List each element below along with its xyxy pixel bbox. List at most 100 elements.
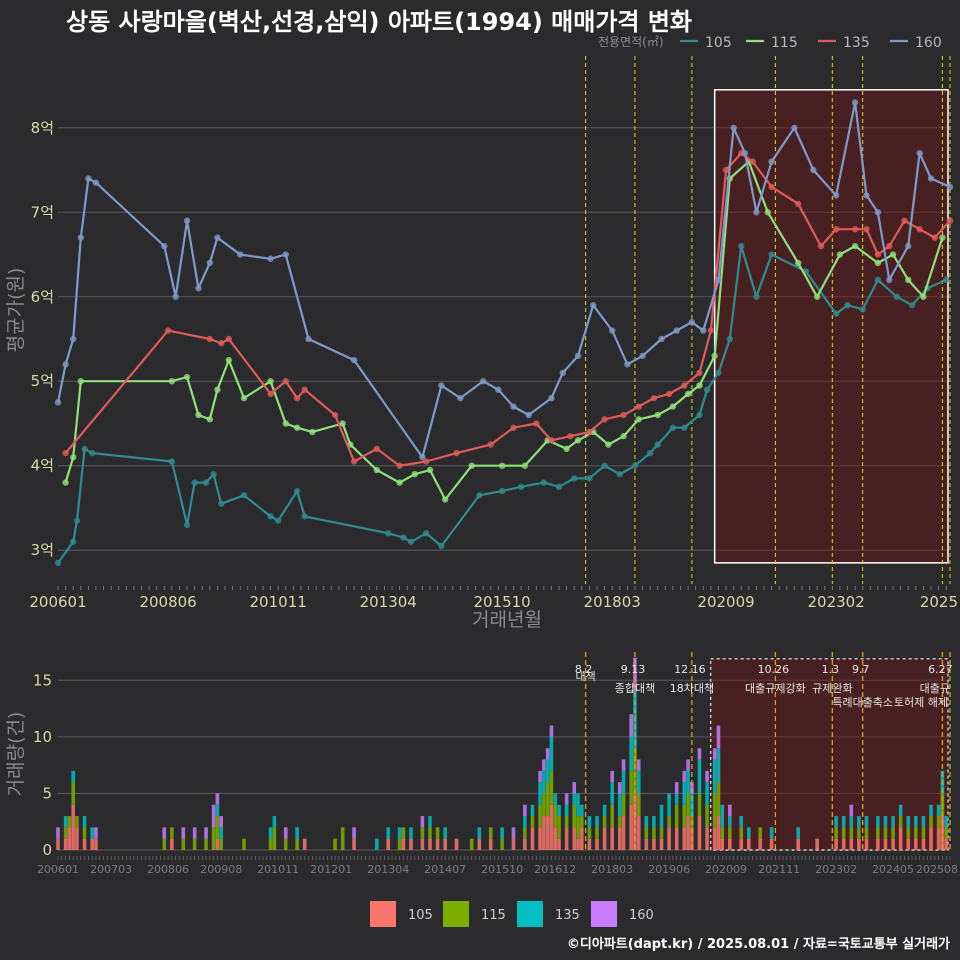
volume-bar-115 xyxy=(921,827,926,839)
data-point-160 xyxy=(851,99,859,106)
data-point-135 xyxy=(863,225,870,233)
volume-bar-135 xyxy=(443,827,447,839)
volume-bar-135 xyxy=(857,816,861,828)
data-point-115 xyxy=(373,466,381,474)
volume-bar-115 xyxy=(428,827,432,839)
data-point-135 xyxy=(206,335,214,343)
data-point-105 xyxy=(168,458,176,465)
volume-bar-115 xyxy=(633,748,637,794)
volume-bar-115 xyxy=(500,838,504,850)
volume-bar-135 xyxy=(553,793,558,805)
data-point-105 xyxy=(73,517,81,524)
volume-bar-135 xyxy=(712,759,717,794)
volume-bar-135 xyxy=(545,759,550,783)
volume-bar-105 xyxy=(538,827,542,850)
price-y-tick-label: 5억 xyxy=(31,372,54,390)
volume-bar-160 xyxy=(549,725,554,737)
data-point-135 xyxy=(851,225,859,233)
volume-bar-105 xyxy=(386,838,391,850)
data-point-160 xyxy=(206,259,214,267)
credit-text: ©디아파트(dapt.kr) / 2025.08.01 / 자료=국토교통부 실… xyxy=(567,936,950,952)
volume-bar-105 xyxy=(629,804,633,850)
data-point-160 xyxy=(927,175,935,182)
volume-bar-160 xyxy=(629,714,633,737)
data-point-115 xyxy=(711,352,718,360)
event-label: 토허제 해제 xyxy=(894,695,948,709)
volume-panel: 0 5 10 15 8.2대책 9.13 종합대책 12.16 18차대책 10.26 대출규제강화… xyxy=(33,652,958,876)
volume-bar-135 xyxy=(564,804,569,817)
data-point-115 xyxy=(183,373,191,381)
price-y-axis-title: 평균가(원) xyxy=(5,268,27,353)
volume-bar-115 xyxy=(530,816,535,828)
data-point-160 xyxy=(608,327,616,334)
volume-bar-105 xyxy=(936,827,941,850)
volume-bar-105 xyxy=(682,827,687,850)
volume-x-tick-label: 200908 xyxy=(200,863,242,876)
price-x-tick-label: 201510 xyxy=(473,593,530,611)
volume-bar-160 xyxy=(716,725,721,749)
data-point-160 xyxy=(510,403,517,410)
volume-x-tick-label: 201510 xyxy=(481,863,523,876)
data-point-105 xyxy=(768,251,775,258)
volume-bar-160 xyxy=(538,770,542,783)
volume-bar-160 xyxy=(712,748,717,760)
data-point-160 xyxy=(863,192,870,199)
volume-bar-105 xyxy=(557,838,561,850)
volume-bar-160 xyxy=(162,827,167,839)
data-point-105 xyxy=(240,492,248,499)
volume-bar-115 xyxy=(82,827,87,839)
volume-bar-135 xyxy=(63,816,68,828)
volume-x-tick-label: 202508 xyxy=(916,863,958,876)
data-point-160 xyxy=(350,356,358,364)
data-point-115 xyxy=(293,424,301,431)
volume-bar-135 xyxy=(610,782,614,805)
volume-x-tick-label: 201011 xyxy=(257,863,299,876)
volume-bar-160 xyxy=(572,782,577,794)
volume-bar-135 xyxy=(697,759,702,794)
data-point-135 xyxy=(62,449,69,457)
data-point-115 xyxy=(851,242,859,250)
data-point-160 xyxy=(741,149,749,157)
volume-bar-160 xyxy=(682,770,687,783)
volume-bar-105 xyxy=(580,827,584,850)
volume-bar-105 xyxy=(876,838,880,850)
volume-bar-105 xyxy=(728,838,732,850)
volume-bar-115 xyxy=(469,838,474,850)
volume-bar-115 xyxy=(192,838,197,850)
volume-bar-135 xyxy=(739,816,744,828)
volume-bar-105 xyxy=(857,838,861,850)
price-y-tick-label: 8억 xyxy=(31,119,54,137)
volume-bar-135 xyxy=(71,770,75,783)
volume-bar-135 xyxy=(215,804,220,817)
data-point-160 xyxy=(282,251,289,258)
volume-bar-105 xyxy=(758,838,763,850)
volume-bar-115 xyxy=(580,816,584,828)
data-point-115 xyxy=(939,234,946,241)
data-point-105 xyxy=(874,276,882,284)
volume-bar-135 xyxy=(659,804,664,828)
volume-bar-160 xyxy=(283,827,288,839)
volume-bar-105 xyxy=(621,816,626,850)
volume-x-tick-label: 202009 xyxy=(705,863,747,876)
legend-label-160: 160 xyxy=(915,35,942,51)
data-point-160 xyxy=(810,166,817,174)
volume-bar-115 xyxy=(564,816,569,828)
volume-bar-135 xyxy=(914,816,918,828)
volume-bar-135 xyxy=(397,827,402,839)
volume-bar-115 xyxy=(340,827,345,850)
volume-bar-105 xyxy=(542,816,546,850)
data-point-135 xyxy=(218,340,225,347)
price-y-tick-label: 7억 xyxy=(31,203,54,221)
volume-bar-135 xyxy=(580,804,584,817)
data-point-105 xyxy=(400,534,407,541)
volume-bar-135 xyxy=(219,827,224,839)
volume-bar-115 xyxy=(572,804,577,828)
volume-bar-135 xyxy=(883,816,888,828)
data-point-115 xyxy=(195,411,202,419)
data-point-105 xyxy=(753,293,760,300)
series-line-115 xyxy=(64,160,944,501)
volume-bar-135 xyxy=(595,816,599,828)
data-point-115 xyxy=(920,293,927,300)
volume-bar-105 xyxy=(545,816,550,850)
